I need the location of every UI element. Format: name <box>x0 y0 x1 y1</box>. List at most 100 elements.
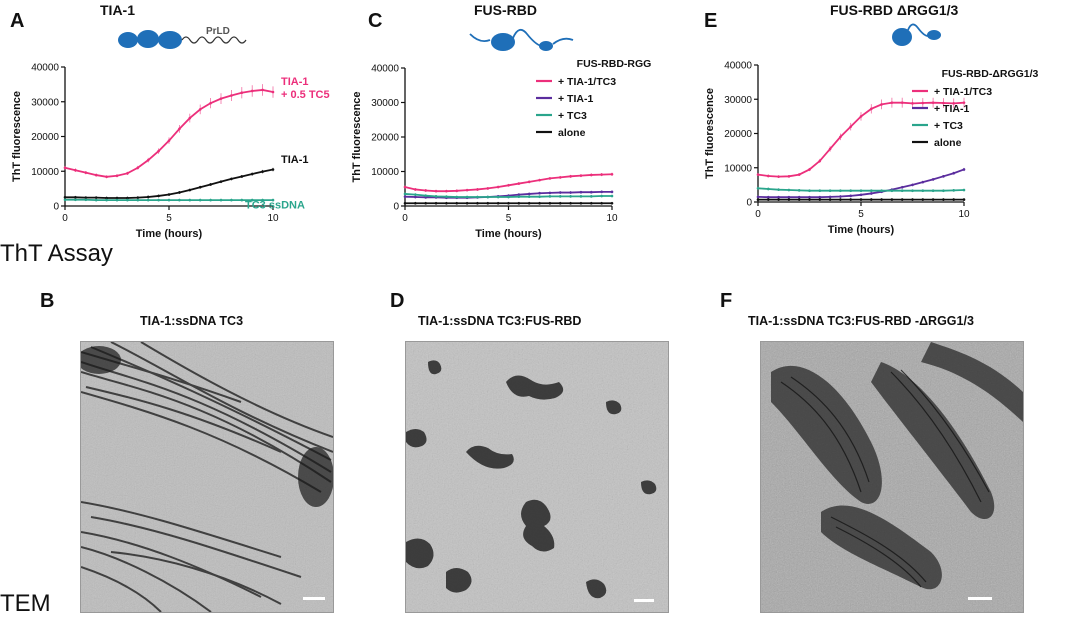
data-point <box>209 199 212 202</box>
data-point <box>230 199 233 202</box>
y-tick-label: 40000 <box>371 64 399 75</box>
data-point <box>891 189 894 192</box>
prld-tail-shape <box>182 37 246 43</box>
data-point <box>911 189 914 192</box>
series-e-2 <box>757 187 966 192</box>
x-tick-label: 0 <box>755 209 761 220</box>
data-point <box>241 175 244 178</box>
data-point <box>105 176 108 179</box>
data-point <box>528 195 531 198</box>
data-point <box>528 193 531 196</box>
rrm1-domain-shape <box>118 32 138 48</box>
data-point <box>777 175 780 178</box>
panel-letter-f: F <box>720 290 732 313</box>
data-point <box>549 195 552 198</box>
data-point <box>600 202 603 205</box>
data-point <box>942 189 945 192</box>
data-point <box>767 198 770 201</box>
data-point <box>569 195 572 198</box>
fus-linker-right <box>553 39 573 44</box>
data-point <box>798 173 801 176</box>
data-point <box>497 202 500 205</box>
data-point <box>788 198 791 201</box>
data-point <box>849 189 852 192</box>
data-point <box>942 198 945 201</box>
fus-rbd-schematic <box>468 26 578 54</box>
y-tick-label: 40000 <box>31 63 59 74</box>
series-line <box>65 90 273 177</box>
data-point <box>963 198 966 201</box>
data-point <box>839 195 842 198</box>
data-point <box>559 202 562 205</box>
fus-linker-left <box>470 34 490 41</box>
x-axis-label: Time (hours) <box>475 228 542 240</box>
data-point <box>849 198 852 201</box>
data-point <box>808 196 811 199</box>
fus-drgg-rrm-shape <box>892 28 912 46</box>
series-a-2 <box>64 198 275 201</box>
data-point <box>445 190 448 193</box>
data-point <box>85 171 88 174</box>
data-point <box>911 184 914 187</box>
data-point <box>424 194 427 197</box>
data-point <box>116 174 119 177</box>
data-point <box>569 202 572 205</box>
data-point <box>922 181 925 184</box>
data-point <box>272 91 275 94</box>
data-point <box>518 202 521 205</box>
data-point <box>209 183 212 186</box>
data-point <box>414 193 417 196</box>
data-point <box>147 159 150 162</box>
data-point <box>590 195 593 198</box>
data-point <box>549 202 552 205</box>
x-axis-label: Time (hours) <box>136 228 203 240</box>
data-point <box>549 177 552 180</box>
legend-label: + TC3 <box>934 120 963 132</box>
x-tick-label: 5 <box>166 213 172 224</box>
data-point <box>538 195 541 198</box>
data-point <box>137 199 140 202</box>
scale-bar-d <box>634 599 654 602</box>
series-c-0 <box>404 173 614 193</box>
fus-rrm-domain-shape <box>491 33 515 51</box>
data-point <box>74 169 77 172</box>
data-point <box>189 199 192 202</box>
y-tick-label: 40000 <box>724 61 752 72</box>
data-point <box>230 94 233 97</box>
data-point <box>590 191 593 194</box>
data-point <box>880 103 883 106</box>
data-point <box>860 198 863 201</box>
y-axis-label: ThT fluorescence <box>351 91 363 182</box>
data-point <box>860 115 863 118</box>
tem-image-f <box>760 341 1024 613</box>
data-point <box>85 198 88 201</box>
panel-title-e: FUS-RBD ΔRGG1/3 <box>830 2 958 18</box>
data-point <box>466 202 469 205</box>
data-point <box>777 196 780 199</box>
panel-letter-e: E <box>704 10 717 33</box>
legend-label: + TC3 <box>558 110 587 122</box>
data-point <box>538 179 541 182</box>
data-point <box>829 196 832 199</box>
data-point <box>901 198 904 201</box>
data-point <box>767 175 770 178</box>
data-point <box>199 199 202 202</box>
data-point <box>230 178 233 181</box>
data-point <box>414 202 417 205</box>
data-point <box>241 91 244 94</box>
data-point <box>911 102 914 105</box>
data-point <box>798 189 801 192</box>
series-label: + 0.5 TC5 <box>281 89 330 101</box>
x-tick-label: 0 <box>62 213 68 224</box>
data-point <box>137 166 140 169</box>
y-tick-label: 0 <box>53 202 59 213</box>
data-point <box>798 196 801 199</box>
data-point <box>137 196 140 199</box>
data-point <box>757 187 760 190</box>
y-tick-label: 0 <box>746 198 752 209</box>
y-tick-label: 20000 <box>724 129 752 140</box>
data-point <box>74 198 77 201</box>
panel-title-d: TIA-1:ssDNA TC3:FUS-RBD <box>418 314 581 328</box>
data-point <box>952 172 955 175</box>
